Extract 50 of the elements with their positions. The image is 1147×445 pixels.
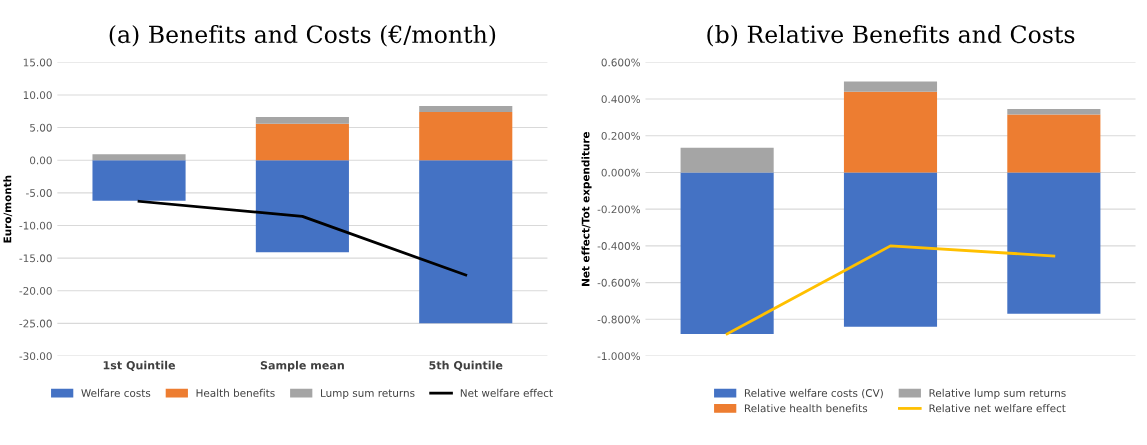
y-tick-label: -30.00	[19, 352, 52, 361]
x-tick-label: 5th Quintile	[429, 360, 503, 371]
x-tick-label: 1st Quintile	[103, 360, 176, 371]
bar	[843, 91, 938, 173]
y-tick-label: -25.00	[19, 319, 52, 328]
y-tick-label: -15.00	[19, 254, 52, 263]
y-tick-label: -0.800%	[597, 315, 641, 324]
legend-label: Relative net welfare effect	[929, 404, 1066, 413]
bar	[680, 172, 774, 334]
legend-label: Relative health benefits	[744, 404, 868, 413]
legend-label: Relative welfare costs (CV)	[744, 388, 883, 399]
y-axis-title: Net effect/Tot expenditure	[581, 131, 592, 286]
y-tick-label: 5.00	[30, 123, 52, 132]
bar	[255, 123, 349, 161]
y-axis-title: Euro/month	[3, 175, 13, 243]
bar	[843, 81, 938, 92]
legend-label: Lump sum returns	[321, 389, 415, 399]
legend-label: Health benefits	[196, 388, 275, 397]
y-tick-label: -0.200%	[597, 205, 641, 214]
bar	[419, 106, 513, 112]
y-tick-label: 0.00	[29, 156, 52, 165]
y-tick-label: 10.00	[23, 91, 52, 100]
bar	[419, 160, 513, 324]
y-tick-label: -20.00	[19, 286, 52, 295]
bar	[843, 172, 938, 327]
bar	[255, 160, 349, 253]
bar	[255, 117, 349, 124]
y-tick-label: -5.00	[26, 189, 52, 197]
bar	[1007, 172, 1101, 314]
bar	[92, 160, 186, 201]
legend-label: Relative lump sum returns	[929, 388, 1066, 399]
legend-label: Net welfare effect	[460, 388, 553, 397]
y-tick-label: -1.000%	[597, 352, 641, 361]
chart-title: (a) Benefits and Costs (€/month)	[109, 24, 496, 47]
bar	[92, 154, 186, 161]
y-tick-label: -0.600%	[597, 278, 641, 287]
y-tick-label: 0.000%	[601, 168, 641, 177]
legend-label: Welfare costs	[81, 388, 151, 397]
y-tick-label: 15.00	[23, 58, 52, 67]
bar	[1007, 109, 1101, 115]
bar	[680, 147, 774, 173]
y-tick-label: 0.400%	[601, 95, 641, 104]
y-tick-label: 0.600%	[601, 58, 641, 67]
chart-title: (b) Relative Benefits and Costs	[707, 24, 1075, 47]
y-tick-label: 0.200%	[601, 131, 641, 140]
bar	[419, 111, 513, 161]
bar	[1007, 114, 1101, 173]
y-tick-label: -10.00	[19, 221, 52, 230]
x-tick-label: Sample mean	[260, 360, 344, 372]
y-tick-label: -0.400%	[597, 242, 641, 250]
